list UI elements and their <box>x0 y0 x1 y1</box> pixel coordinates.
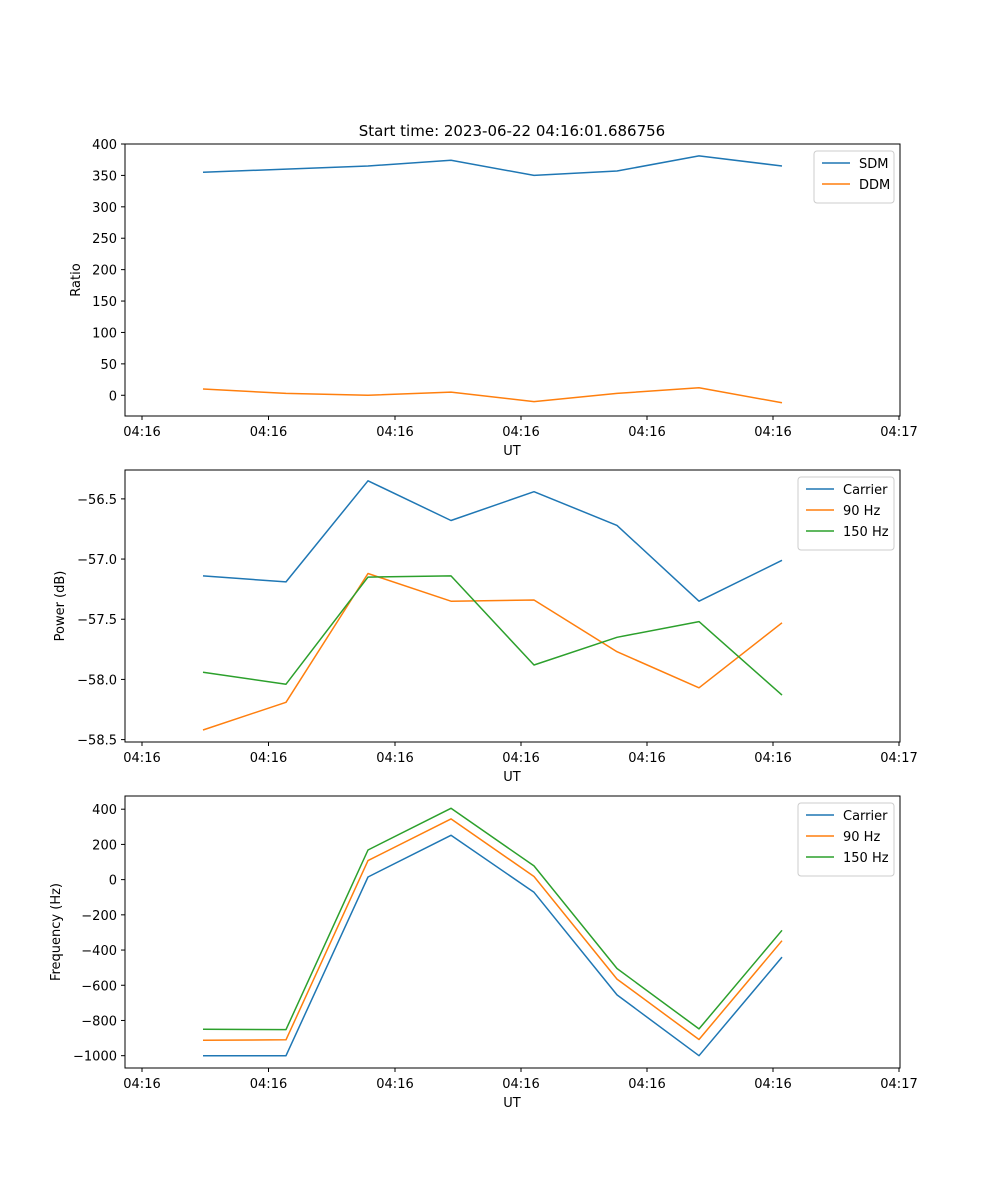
series-line-carrier <box>202 480 783 602</box>
x-axis-label: UT <box>503 444 521 459</box>
y-tick-label: 200 <box>92 264 117 279</box>
figure-title: Start time: 2023-06-22 04:16:01.686756 <box>359 122 665 140</box>
axes-frame <box>124 143 901 417</box>
x-tick-label: 04:16 <box>502 751 539 766</box>
y-tick-label: 400 <box>92 138 117 153</box>
x-tick-label: 04:17 <box>880 751 917 766</box>
y-tick-label: 300 <box>92 201 117 216</box>
x-tick-label: 04:16 <box>123 751 160 766</box>
y-axis-label: Power (dB) <box>53 571 68 642</box>
y-tick-label: −56.5 <box>77 493 117 508</box>
legend-label: 90 Hz <box>843 830 880 845</box>
legend-label: Carrier <box>843 483 888 498</box>
subplot-2: 04:16 04:16 04:16 04:16 04:16 04:16 04:17 UT −58… <box>53 469 918 785</box>
y-tick-label: 250 <box>92 232 117 247</box>
y-tick-label: −200 <box>81 909 117 924</box>
x-tick-label: 04:16 <box>502 425 539 440</box>
legend: SDM DDM <box>813 150 895 204</box>
axes-frame <box>124 795 901 1069</box>
series-line-150-hz <box>202 807 783 1031</box>
x-tick-label: 04:16 <box>754 1077 791 1092</box>
y-tick-label: −600 <box>81 979 117 994</box>
x-tick-label: 04:16 <box>123 1077 160 1092</box>
legend-label: 150 Hz <box>843 525 889 540</box>
x-tick-label: 04:17 <box>880 425 917 440</box>
x-tick-label: 04:16 <box>628 751 665 766</box>
x-tick-label: 04:16 <box>628 1077 665 1092</box>
x-tick-label: 04:16 <box>250 425 287 440</box>
y-tick-label: 200 <box>92 838 117 853</box>
subplot-3: 04:16 04:16 04:16 04:16 04:16 04:16 04:17 UT −10… <box>49 795 918 1111</box>
x-tick-label: 04:16 <box>250 1077 287 1092</box>
y-tick-label: −1000 <box>73 1050 117 1065</box>
series-line-ddm <box>202 386 783 404</box>
x-tick-label: 04:16 <box>376 1077 413 1092</box>
y-tick-label: 50 <box>100 358 117 373</box>
y-tick-label: −57.5 <box>77 613 117 628</box>
legend: Carrier 90 Hz 150 Hz <box>797 802 895 877</box>
legend-label: 90 Hz <box>843 504 880 519</box>
x-tick-label: 04:16 <box>628 425 665 440</box>
legend-label: DDM <box>859 178 890 193</box>
subplot-1: 04:16 04:16 04:16 04:16 04:16 04:16 04:17 UT 0 50… <box>69 138 918 459</box>
series-line-sdm <box>202 155 783 177</box>
series-line-90-hz <box>202 572 783 731</box>
y-tick-label: 0 <box>109 389 117 404</box>
x-tick-label: 04:16 <box>123 425 160 440</box>
y-tick-label: −58.0 <box>77 673 117 688</box>
x-tick-label: 04:16 <box>376 425 413 440</box>
x-axis-label: UT <box>503 770 521 785</box>
x-axis-label: UT <box>503 1096 521 1111</box>
y-tick-label: −57.0 <box>77 553 117 568</box>
y-tick-label: −58.5 <box>77 734 117 749</box>
legend: Carrier 90 Hz 150 Hz <box>797 476 895 551</box>
x-tick-label: 04:16 <box>376 751 413 766</box>
legend-label: SDM <box>859 157 888 172</box>
y-axis-label: Frequency (Hz) <box>49 883 64 981</box>
x-tick-label: 04:16 <box>250 751 287 766</box>
series-line-150-hz <box>202 575 783 696</box>
y-tick-label: −800 <box>81 1014 117 1029</box>
series-line-90-hz <box>202 818 783 1041</box>
y-tick-label: 350 <box>92 169 117 184</box>
y-tick-label: 400 <box>92 803 117 818</box>
y-tick-label: −400 <box>81 944 117 959</box>
y-axis-label: Ratio <box>69 263 84 296</box>
legend-label: Carrier <box>843 809 888 824</box>
legend-frame <box>813 150 895 204</box>
x-tick-label: 04:16 <box>754 425 791 440</box>
y-tick-label: 150 <box>92 295 117 310</box>
y-tick-label: 0 <box>109 874 117 889</box>
y-tick-label: 100 <box>92 326 117 341</box>
x-tick-label: 04:16 <box>502 1077 539 1092</box>
series-line-carrier <box>203 834 783 1057</box>
x-tick-label: 04:17 <box>880 1077 917 1092</box>
legend-label: 150 Hz <box>843 851 889 866</box>
axes-frame <box>124 469 901 743</box>
x-tick-label: 04:16 <box>754 751 791 766</box>
